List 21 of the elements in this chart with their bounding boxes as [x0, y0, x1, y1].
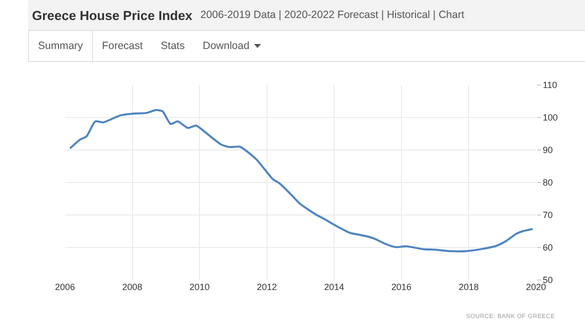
text: Download [202, 39, 250, 54]
y-tick-label: 100 [542, 112, 558, 123]
x-tick-label: 2006 [54, 282, 76, 292]
x-tick-label: 2010 [190, 282, 210, 292]
y-tick-label: 80 [542, 178, 553, 188]
line-series [69, 109, 534, 252]
y-tick-label: 90 [542, 145, 553, 156]
chart-title: Greece House Price Index [32, 8, 192, 22]
x-tick-label: 2020 [526, 282, 546, 292]
text: Stats [160, 39, 185, 54]
text: Summary [38, 39, 83, 54]
y-tick-label: 110 [542, 80, 558, 90]
x-tick-label: 2016 [391, 282, 412, 292]
x-tick-label: 2014 [324, 282, 344, 292]
y-tick-label: 60 [542, 242, 553, 253]
x-tick-label: 2018 [458, 282, 479, 292]
x-tick-label: 2012 [256, 282, 277, 292]
text: Forecast [102, 39, 143, 54]
y-tick-label: 70 [542, 210, 553, 220]
chart-subtitle: 2006-2019 Data | 2020-2022 Forecast | Historical | Chart [200, 9, 464, 21]
x-tick-label: 2008 [122, 282, 142, 292]
